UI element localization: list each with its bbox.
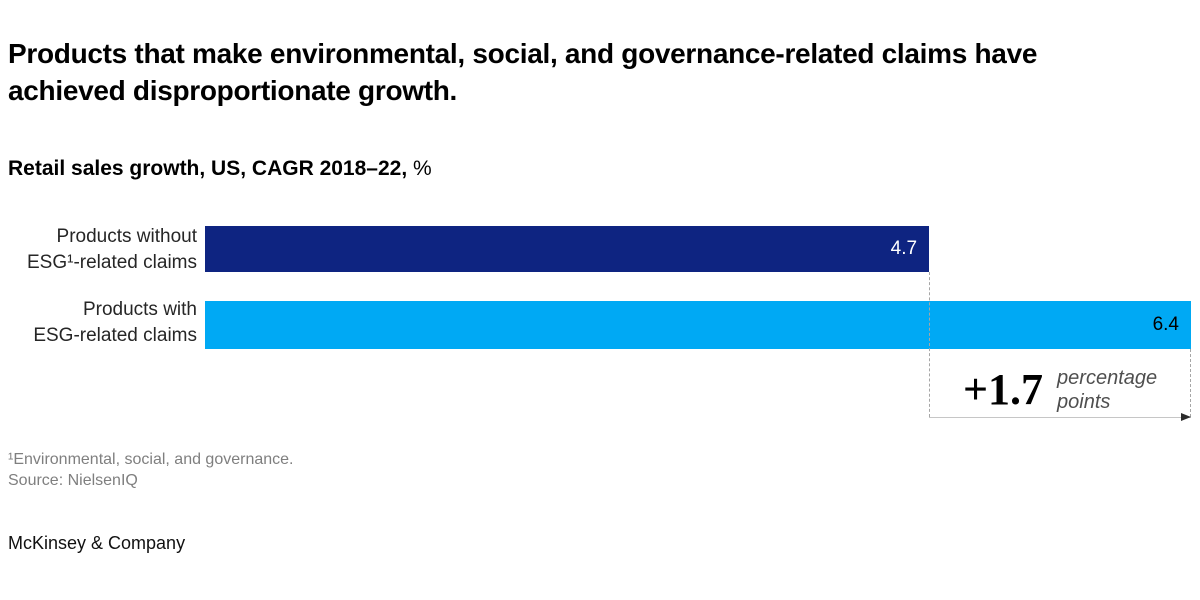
source-line: Source: NielsenIQ (8, 472, 138, 489)
mckinsey-logo: McKinsey & Company (8, 533, 186, 553)
chart-subtitle-text: Retail sales growth, US, CAGR 2018–22, (8, 157, 408, 180)
chart-subtitle-unit: % (413, 157, 432, 180)
bar-chart: Products without ESG¹-related claims Pro… (0, 220, 1191, 432)
difference-guide-line-left (929, 272, 931, 417)
difference-value: +1.7 (962, 364, 1044, 414)
difference-guide-line-right (1190, 349, 1191, 417)
arrow-right-icon (1181, 413, 1191, 421)
bar-products-with-esg-claims: 6.4 (205, 301, 1191, 349)
difference-annotation: +1.7 percentage points (929, 362, 1191, 417)
bar-value-label: 4.7 (890, 238, 918, 259)
footnote-esg-definition: ¹Environmental, social, and governance. (8, 451, 294, 468)
category-label-with-esg: Products with ESG-related claims (33, 299, 197, 346)
plot-area: 4.7 6.4 +1.7 percentage points (205, 220, 1191, 432)
difference-unit-label: percentage points (1057, 366, 1158, 413)
bar-products-without-esg-claims: 4.7 (205, 226, 930, 272)
page-title: Products that make environmental, social… (8, 38, 1038, 106)
footnotes: ¹Environmental, social, and governance. … (8, 449, 294, 491)
category-label-without-esg: Products without ESG¹-related claims (27, 226, 197, 273)
difference-arrow-line (929, 417, 1191, 418)
bar-value-label: 6.4 (1152, 314, 1179, 335)
chart-subtitle: Retail sales growth, US, CAGR 2018–22, % (8, 157, 432, 181)
